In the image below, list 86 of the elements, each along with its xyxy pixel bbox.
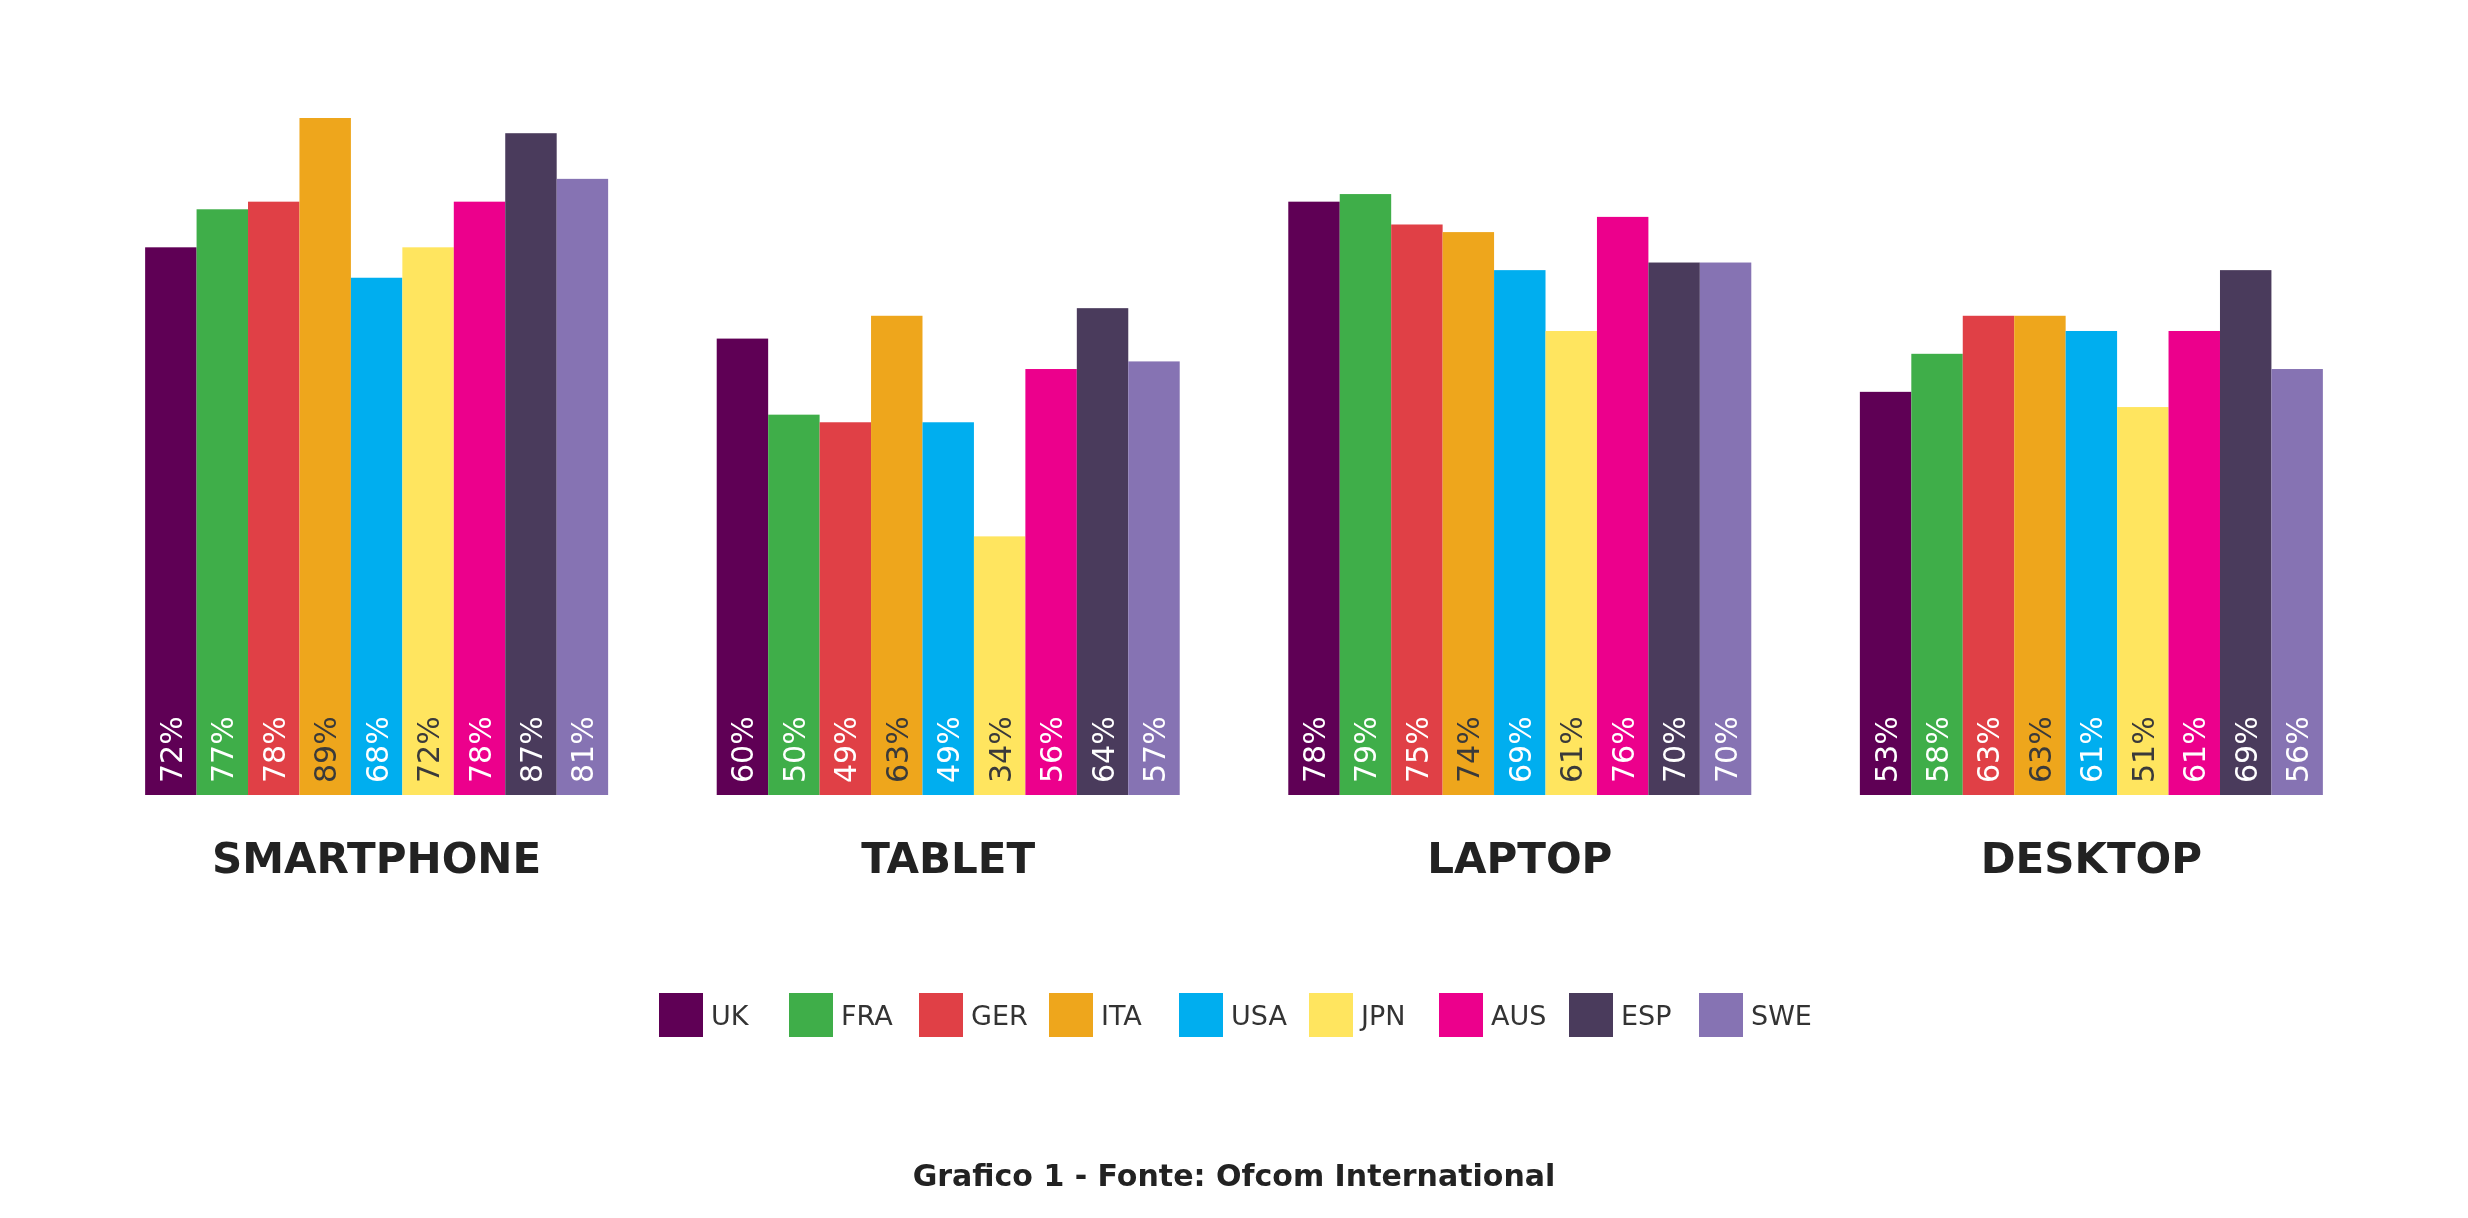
legend-label: ITA: [1101, 1000, 1143, 1031]
bar: [1339, 194, 1392, 795]
data-label: 56%: [1034, 716, 1070, 783]
bar: [350, 277, 403, 795]
legend-label: USA: [1231, 1000, 1288, 1031]
bar: [2271, 369, 2323, 795]
legend-label: ESP: [1621, 1000, 1672, 1031]
bar: [1391, 224, 1443, 795]
bar: [2168, 330, 2220, 795]
data-label: 79%: [1348, 716, 1384, 783]
bar: [556, 178, 609, 795]
data-label: 70%: [1657, 716, 1693, 783]
bar: [1911, 353, 1963, 795]
bar: [1859, 391, 1912, 795]
bar: [716, 338, 769, 795]
bar: [1288, 201, 1340, 795]
legend-label: JPN: [1359, 1000, 1406, 1031]
legend-label: GER: [971, 1000, 1028, 1031]
bar: [1545, 330, 1597, 795]
data-label: 61%: [2177, 716, 2213, 783]
data-label: 78%: [256, 716, 292, 783]
data-label: 78%: [462, 716, 498, 783]
bar: [1076, 308, 1129, 795]
data-label: 63%: [2022, 716, 2058, 783]
data-label: 68%: [359, 716, 395, 783]
data-label: 69%: [1502, 716, 1538, 783]
data-label: 49%: [828, 716, 864, 783]
data-label: 81%: [565, 716, 601, 783]
bar: [1494, 270, 1546, 795]
data-label: 63%: [879, 716, 915, 783]
data-label: 87%: [513, 716, 549, 783]
data-label: 63%: [1971, 716, 2007, 783]
bar: [768, 414, 820, 795]
data-label: 89%: [308, 716, 344, 783]
bar: [402, 247, 454, 795]
legend-label: FRA: [841, 1000, 894, 1031]
bar: [1128, 361, 1180, 795]
bar: [1596, 216, 1649, 795]
x-tick-label: DESKTOP: [1980, 834, 2203, 883]
x-tick-label: TABLET: [861, 834, 1036, 883]
bar: [299, 118, 351, 795]
bar: [1648, 262, 1700, 795]
bar: [819, 422, 872, 795]
bar: [1442, 232, 1495, 795]
bar: [871, 315, 923, 795]
x-tick-label: LAPTOP: [1427, 834, 1613, 883]
legend-label: UK: [711, 1000, 750, 1031]
bar: [2065, 330, 2118, 795]
data-label: 61%: [2074, 716, 2110, 783]
data-label: 75%: [1399, 716, 1435, 783]
data-label: 72%: [153, 716, 189, 783]
data-label: 58%: [1920, 716, 1956, 783]
bar: [973, 536, 1026, 795]
x-tick-label: SMARTPHONE: [212, 834, 542, 883]
data-label: 74%: [1451, 716, 1487, 783]
data-label: 34%: [982, 716, 1018, 783]
data-label: 51%: [2125, 716, 2161, 783]
bar: [196, 209, 249, 795]
bar: [2117, 407, 2169, 795]
data-label: 57%: [1136, 716, 1172, 783]
bar: [453, 201, 506, 795]
bar: [1025, 369, 1077, 795]
bar: [1699, 262, 1752, 795]
bar: [1962, 315, 2015, 795]
data-label: 72%: [411, 716, 447, 783]
bar: [922, 422, 974, 795]
bar: [2219, 270, 2272, 795]
data-label: 60%: [725, 716, 761, 783]
bar: [505, 133, 557, 795]
data-label: 50%: [776, 716, 812, 783]
data-label: 70%: [1708, 716, 1744, 783]
data-label: 61%: [1554, 716, 1590, 783]
data-label: 77%: [205, 716, 241, 783]
data-label: 56%: [2280, 716, 2316, 783]
data-label: 53%: [1868, 716, 1904, 783]
bar: [2014, 315, 2066, 795]
data-label: 78%: [1297, 716, 1333, 783]
data-label: 76%: [1605, 716, 1641, 783]
bar: [145, 247, 197, 795]
data-label: 64%: [1085, 716, 1121, 783]
data-label: 69%: [2228, 716, 2264, 783]
text: Grafico 1 - Fonte: Ofcom International: [912, 1158, 1556, 1193]
bar: [248, 201, 300, 795]
legend-label: SWE: [1751, 1000, 1812, 1031]
legend-label: AUS: [1491, 1000, 1547, 1031]
data-label: 49%: [931, 716, 967, 783]
